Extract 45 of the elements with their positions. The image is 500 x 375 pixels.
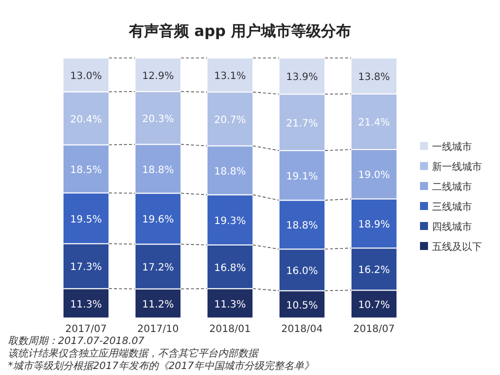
data-label: 19.0% (358, 170, 390, 182)
data-label: 10.5% (286, 300, 318, 312)
data-label: 16.0% (286, 266, 318, 277)
text: 取数周期：2017.07-2018.07 (8, 335, 145, 347)
data-label: 11.2% (142, 299, 174, 310)
data-label: 19.3% (214, 216, 246, 227)
data-label: 19.6% (142, 214, 174, 226)
legend-label: 一线城市 (432, 141, 472, 153)
legend-label: 五线及以下 (432, 241, 482, 253)
x-tick-label: 2018/01 (209, 324, 251, 335)
data-label: 13.9% (286, 72, 318, 84)
legend-label: 三线城市 (432, 201, 472, 213)
data-label: 17.2% (142, 262, 174, 274)
legend-label: 新一线城市 (432, 161, 482, 173)
data-label: 13.1% (214, 71, 246, 82)
data-label: 18.9% (358, 219, 390, 230)
x-tick-label: 2017/10 (137, 324, 179, 335)
data-label: 21.7% (286, 118, 318, 130)
data-label: 18.8% (286, 220, 318, 232)
data-label: 18.5% (70, 164, 102, 176)
data-label: 13.8% (358, 72, 390, 83)
x-tick-label: 2017/07 (65, 324, 107, 335)
data-label: 20.4% (70, 114, 102, 126)
data-label: 11.3% (70, 299, 102, 310)
x-tick-label: 2018/04 (281, 324, 323, 335)
data-label: 17.3% (70, 262, 102, 274)
data-label: 11.3% (214, 299, 246, 310)
legend-label: 二线城市 (432, 181, 472, 193)
data-label: 18.8% (214, 166, 246, 178)
text: *城市等级划分根据2017年发布的《2017年中国城市分级完整名单》 (8, 360, 314, 372)
data-label: 13.0% (70, 70, 102, 82)
data-label: 19.5% (70, 214, 102, 226)
data-label: 21.4% (358, 118, 390, 129)
data-label: 12.9% (142, 70, 174, 82)
data-label: 19.1% (286, 171, 318, 182)
data-label: 20.3% (142, 114, 174, 125)
data-label: 16.8% (214, 262, 246, 274)
data-label: 10.7% (358, 300, 390, 312)
data-label: 16.2% (358, 265, 390, 276)
x-tick-label: 2018/07 (353, 324, 395, 335)
legend-label: 四线城市 (432, 221, 472, 233)
text: 该统计结果仅含独立应用端数据，不含其它平台内部数据 (8, 348, 259, 360)
data-label: 18.8% (142, 164, 174, 176)
data-label: 20.7% (214, 114, 246, 126)
chart-title: 有声音频 app 用户城市等级分布 (128, 22, 352, 40)
